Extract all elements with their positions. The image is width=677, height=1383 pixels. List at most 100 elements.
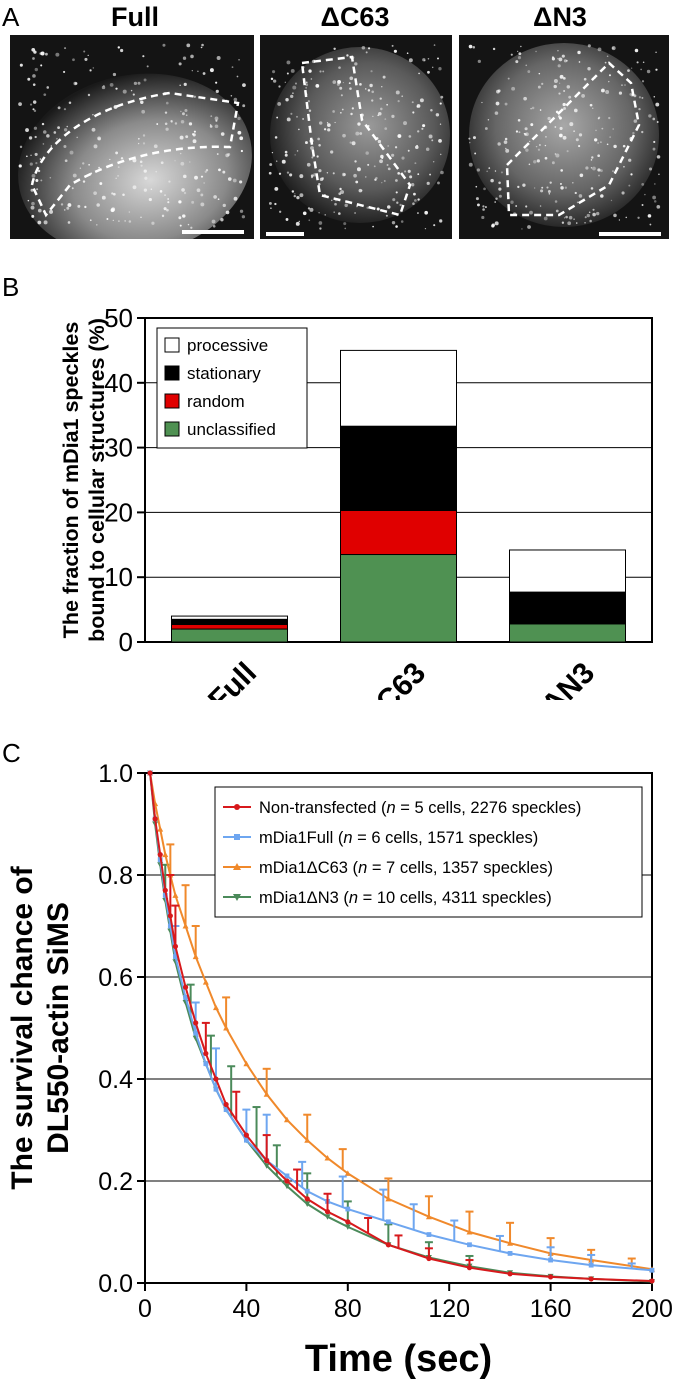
bar-segment-unclassified <box>340 554 457 643</box>
data-point <box>202 979 209 985</box>
image-title-full: Full <box>111 2 159 32</box>
data-point <box>425 1213 432 1220</box>
data-point <box>183 995 188 1000</box>
micrograph-full <box>10 35 254 239</box>
legend-swatch <box>164 337 180 353</box>
image-title-dn3: ΔN3 <box>533 2 587 32</box>
data-point <box>467 1242 472 1248</box>
y-tick-label: 0.4 <box>98 1066 133 1094</box>
data-point <box>203 1050 209 1057</box>
series-line-Non-transfected <box>149 772 653 1282</box>
stacked-bar-chart: 0 10 20 30 40 50 Full ΔC63 ΔN3 processive stationa… <box>59 303 653 700</box>
data-point <box>152 816 158 822</box>
legend-marker <box>233 894 241 901</box>
legend-box <box>214 786 643 918</box>
data-point <box>345 1219 351 1225</box>
data-point <box>212 1004 219 1011</box>
data-point <box>283 1183 290 1190</box>
legend-label: mDia1ΔN3 (n = 10 cells, 4311 speckles) <box>259 889 552 907</box>
legend-swatch <box>164 393 180 409</box>
bar-segment-processive <box>171 615 288 620</box>
legend-label: stationary <box>187 364 261 383</box>
data-point <box>213 1076 219 1082</box>
data-point <box>192 953 199 960</box>
legend-label: unclassified <box>187 420 276 439</box>
legend-marker <box>234 834 240 840</box>
data-point <box>162 851 169 858</box>
bar-segment-stationary <box>171 618 288 626</box>
data-point <box>264 1158 270 1164</box>
y-tick-label: 40 <box>104 368 133 398</box>
data-point <box>324 1209 331 1215</box>
y-axis-label: The fraction of mDia1 specklesbound to c… <box>59 318 109 642</box>
data-point <box>162 887 168 893</box>
data-point <box>283 1116 290 1123</box>
data-point <box>243 1132 249 1138</box>
legend-label: mDia1Full (n = 6 cells, 1571 speckles) <box>259 829 538 847</box>
data-point <box>649 1278 655 1284</box>
data-point <box>244 1137 249 1143</box>
data-point <box>304 1137 311 1143</box>
panel-b-letter: B <box>2 272 20 302</box>
data-point <box>385 1219 391 1225</box>
data-point <box>167 923 173 929</box>
data-point <box>172 943 179 949</box>
series-line-mDia1Full <box>149 772 653 1272</box>
data-point <box>304 1196 310 1202</box>
x-tick-label: 120 <box>428 1295 470 1323</box>
data-point <box>304 1201 311 1207</box>
bar-segment-stationary <box>340 425 457 511</box>
y-tick-label: 1.0 <box>98 760 133 788</box>
legend-marker <box>234 804 240 810</box>
legend-label: processive <box>187 336 268 355</box>
data-point <box>193 1030 199 1036</box>
legend-box <box>156 327 308 449</box>
y-axis-label: The survival chance of DL550-actin SiMS <box>6 865 75 1189</box>
y-tick-label: 20 <box>104 497 133 527</box>
series-line-mDia1ΔC63 <box>149 772 653 1271</box>
survival-line-chart: 0.0 0.2 0.4 0.6 0.8 1.0 0 40 80 120 160 200 Non-tran… <box>6 760 673 1380</box>
data-point <box>223 1101 229 1108</box>
y-tick-label: 0.0 <box>98 1270 133 1298</box>
data-point <box>507 1271 513 1277</box>
data-point <box>385 1242 391 1248</box>
x-tick-label: 80 <box>334 1295 362 1323</box>
y-tick-label: 30 <box>104 433 133 463</box>
y-tick-label: 0.2 <box>98 1168 133 1196</box>
x-axis-label: Time (sec) <box>305 1338 492 1380</box>
data-point <box>173 954 178 959</box>
y-tick-label: 50 <box>104 303 133 333</box>
data-point <box>157 826 164 832</box>
bar-segment-unclassified <box>509 623 626 643</box>
legend-swatch <box>164 365 180 381</box>
data-point <box>243 1060 250 1067</box>
data-point <box>588 1276 594 1282</box>
y-tick-label: 0.8 <box>98 862 133 890</box>
micrograph-dn3 <box>459 35 669 239</box>
data-point <box>588 1262 594 1268</box>
y-tick-label: 10 <box>104 562 133 592</box>
legend-label: mDia1ΔC63 (n = 7 cells, 1357 speckles) <box>259 859 553 877</box>
data-point <box>167 913 173 919</box>
data-point <box>203 1061 209 1067</box>
data-point <box>548 1257 553 1263</box>
image-title-dc63: ΔC63 <box>320 2 390 32</box>
data-point <box>548 1274 554 1280</box>
legend-label: random <box>187 392 245 411</box>
data-point <box>324 1214 331 1220</box>
x-tick-label: 0 <box>138 1295 152 1323</box>
data-point <box>345 1206 351 1212</box>
data-point <box>223 1025 230 1031</box>
data-point <box>213 1086 219 1092</box>
y-tick-label: 0.6 <box>98 964 133 992</box>
data-point <box>263 1163 270 1169</box>
data-point <box>223 1107 229 1112</box>
x-tick-label: ΔN3 <box>535 656 601 700</box>
x-tick-label: Full <box>202 656 263 700</box>
bar-segment-random <box>340 509 457 556</box>
data-point <box>157 852 163 858</box>
data-point <box>263 1091 270 1097</box>
data-point <box>284 1178 290 1184</box>
data-point <box>284 1173 290 1179</box>
data-point <box>466 1265 473 1271</box>
